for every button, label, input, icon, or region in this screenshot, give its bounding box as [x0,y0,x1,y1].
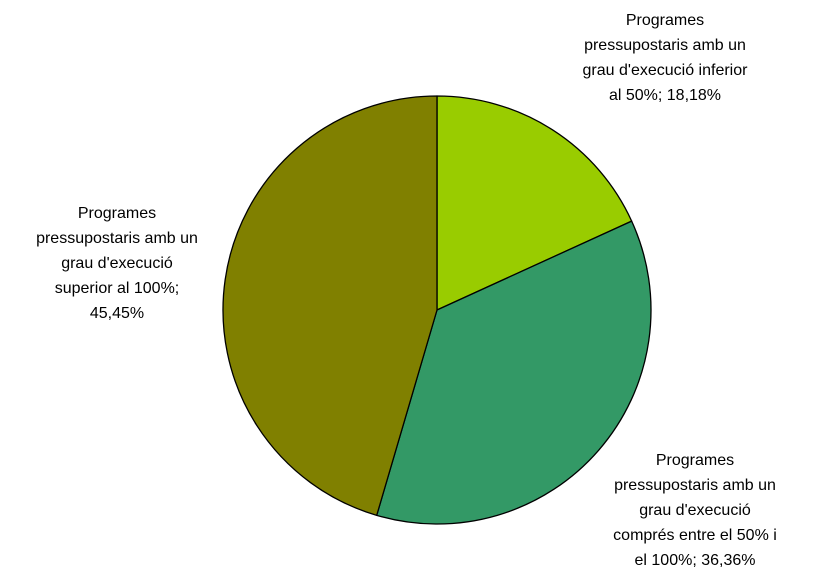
slice-label-line: 45,45% [89,305,145,322]
slice-label-line: pressupostaris amb un [584,37,746,54]
slice-label-line: al 50%; 18,18% [608,87,722,104]
pie-slice-inferior-50 [436,95,633,311]
slice-label-entre-50-100: Programes pressupostaris amb un grau d'e… [580,448,810,573]
slice-label-line: Programes [77,205,157,222]
slice-label-line: grau d'execució [61,255,173,272]
slice-label-line: Programes [625,12,705,29]
pie-slice-superior-100 [222,95,438,516]
slice-label-inferior-50: Programes pressupostaris amb un grau d'e… [530,8,800,108]
slice-label-line: Programes [655,452,735,469]
slice-label-line: el 100%; 36,36% [634,552,756,569]
slice-label-line: comprés entre el 50% i [613,527,777,544]
slice-label-line: pressupostaris amb un [614,477,776,494]
slice-label-line: grau d'execució inferior [582,62,748,79]
slice-label-line: pressupostaris amb un [36,230,198,247]
pie-slice-entre-50-100 [376,220,652,525]
slice-label-line: grau d'execució [639,502,751,519]
slice-label-line: superior al 100%; [54,280,180,297]
slice-label-superior-100: Programes pressupostaris amb un grau d'e… [4,201,230,326]
